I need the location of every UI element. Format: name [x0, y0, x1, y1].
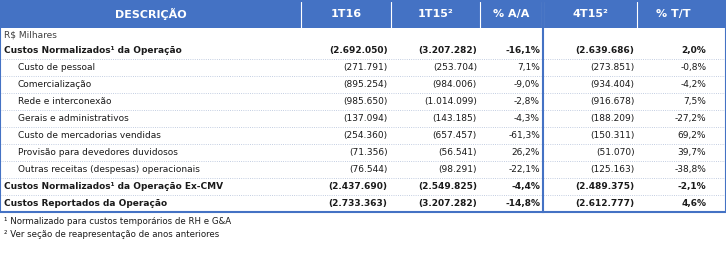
Text: Provisão para devedores duvidosos: Provisão para devedores duvidosos	[18, 148, 178, 157]
Text: % A/A: % A/A	[493, 9, 530, 19]
Text: R$ Milhares: R$ Milhares	[4, 30, 57, 39]
Text: Outras receitas (despesas) operacionais: Outras receitas (despesas) operacionais	[18, 165, 200, 174]
Bar	[0, 59, 726, 76]
Text: (2.612.777): (2.612.777)	[575, 199, 635, 208]
Text: (253.704): (253.704)	[433, 63, 477, 72]
Bar	[0, 144, 726, 161]
Text: 7,1%: 7,1%	[517, 63, 540, 72]
Text: (254.360): (254.360)	[343, 131, 388, 140]
Text: (2.692.050): (2.692.050)	[329, 46, 388, 55]
Text: (56.541): (56.541)	[439, 148, 477, 157]
Bar	[0, 178, 726, 195]
Bar	[0, 76, 726, 93]
Bar	[0, 195, 726, 212]
Text: -0,8%: -0,8%	[680, 63, 706, 72]
Text: ¹ Normalizado para custos temporários de RH e G&A: ¹ Normalizado para custos temporários de…	[4, 217, 231, 226]
Text: (1.014.099): (1.014.099)	[424, 97, 477, 106]
Text: (2.549.825): (2.549.825)	[418, 182, 477, 191]
Text: -2,8%: -2,8%	[514, 97, 540, 106]
Text: DESCRIÇÃO: DESCRIÇÃO	[115, 8, 187, 20]
Bar	[0, 110, 726, 127]
Text: (150.311): (150.311)	[590, 131, 635, 140]
Text: (934.404): (934.404)	[590, 80, 635, 89]
Text: (2.489.375): (2.489.375)	[575, 182, 635, 191]
Text: (3.207.282): (3.207.282)	[418, 46, 477, 55]
Text: -4,2%: -4,2%	[680, 80, 706, 89]
Text: 4T15²: 4T15²	[572, 9, 608, 19]
Text: (51.070): (51.070)	[596, 148, 635, 157]
Text: (2.733.363): (2.733.363)	[329, 199, 388, 208]
Text: Gerais e administrativos: Gerais e administrativos	[18, 114, 129, 123]
Text: 69,2%: 69,2%	[678, 131, 706, 140]
Bar	[0, 28, 726, 42]
Text: Custos Normalizados¹ da Operação Ex-CMV: Custos Normalizados¹ da Operação Ex-CMV	[4, 182, 223, 191]
Text: 7,5%: 7,5%	[683, 97, 706, 106]
Text: (71.356): (71.356)	[349, 148, 388, 157]
Text: % T/T: % T/T	[656, 9, 690, 19]
Text: (985.650): (985.650)	[343, 97, 388, 106]
Text: -4,4%: -4,4%	[511, 182, 540, 191]
Text: Rede e interconexão: Rede e interconexão	[18, 97, 112, 106]
Text: 26,2%: 26,2%	[512, 148, 540, 157]
Text: (76.544): (76.544)	[349, 165, 388, 174]
Bar	[0, 42, 726, 59]
Text: (137.094): (137.094)	[343, 114, 388, 123]
Text: Custo de pessoal: Custo de pessoal	[18, 63, 95, 72]
Text: (188.209): (188.209)	[590, 114, 635, 123]
Text: (143.185): (143.185)	[433, 114, 477, 123]
Text: 1T16: 1T16	[330, 9, 362, 19]
Text: -27,2%: -27,2%	[674, 114, 706, 123]
Text: Comercialização: Comercialização	[18, 80, 92, 89]
Text: 2,0%: 2,0%	[682, 46, 706, 55]
Text: -61,3%: -61,3%	[508, 131, 540, 140]
Text: Custos Normalizados¹ da Operação: Custos Normalizados¹ da Operação	[4, 46, 182, 55]
Text: (657.457): (657.457)	[433, 131, 477, 140]
Bar	[0, 1, 725, 212]
Text: 4,6%: 4,6%	[681, 199, 706, 208]
Text: 39,7%: 39,7%	[677, 148, 706, 157]
Text: -22,1%: -22,1%	[508, 165, 540, 174]
Text: (2.639.686): (2.639.686)	[576, 46, 635, 55]
Bar	[0, 93, 726, 110]
Text: (984.006): (984.006)	[433, 80, 477, 89]
Text: (895.254): (895.254)	[343, 80, 388, 89]
Text: (125.163): (125.163)	[590, 165, 635, 174]
Text: (98.291): (98.291)	[439, 165, 477, 174]
Text: -4,3%: -4,3%	[514, 114, 540, 123]
Text: (2.437.690): (2.437.690)	[329, 182, 388, 191]
Text: (916.678): (916.678)	[590, 97, 635, 106]
Text: -38,8%: -38,8%	[674, 165, 706, 174]
Text: -9,0%: -9,0%	[514, 80, 540, 89]
Bar	[0, 127, 726, 144]
Text: -14,8%: -14,8%	[505, 199, 540, 208]
Text: (271.791): (271.791)	[343, 63, 388, 72]
Text: -2,1%: -2,1%	[677, 182, 706, 191]
Bar	[0, 0, 726, 28]
Text: ² Ver seção de reapresentação de anos anteriores: ² Ver seção de reapresentação de anos an…	[4, 230, 219, 239]
Text: Custo de mercadorias vendidas: Custo de mercadorias vendidas	[18, 131, 161, 140]
Text: -16,1%: -16,1%	[505, 46, 540, 55]
Text: (273.851): (273.851)	[590, 63, 635, 72]
Text: (3.207.282): (3.207.282)	[418, 199, 477, 208]
Text: Custos Reportados da Operação: Custos Reportados da Operação	[4, 199, 167, 208]
Text: 1T15²: 1T15²	[417, 9, 453, 19]
Bar	[0, 161, 726, 178]
